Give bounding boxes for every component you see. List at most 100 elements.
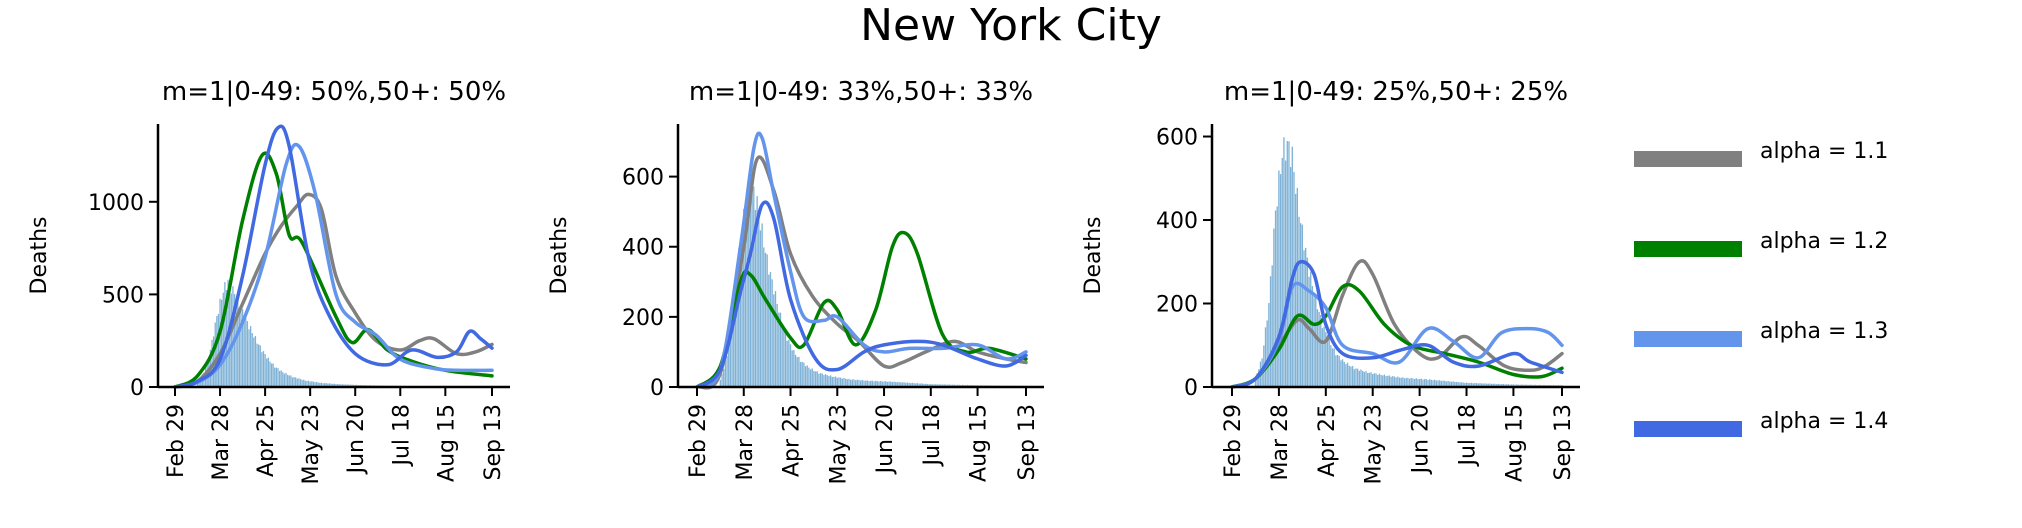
bar [933,384,935,387]
bar [1499,384,1501,387]
bar [1506,384,1508,387]
bar [803,362,805,387]
y-tick-label: 400 [622,236,664,261]
y-tick-label: 0 [130,376,144,401]
bar [860,380,862,387]
bar [1382,375,1384,387]
bar [1395,377,1397,387]
bar [789,344,792,387]
bar [754,209,757,387]
bar [259,345,261,387]
bar [288,375,290,387]
bar [873,381,875,387]
bar [844,378,847,387]
panel-title: m=1|0-49: 33%,50+: 33% [689,77,1033,107]
bar [1417,379,1419,387]
bar [1439,380,1441,387]
y-tick-label: 400 [1156,209,1198,234]
bar [883,381,885,387]
bar [1502,383,1505,387]
series-line-alpha-1-4 [173,124,494,389]
bar [1283,137,1285,387]
bar [1504,384,1506,387]
legend: alpha = 1.1 alpha = 1.2 alpha = 1.3 alpha =… [1634,139,1888,437]
bar [921,383,924,387]
bar [1353,369,1355,387]
bar [871,380,874,387]
bar [768,274,770,387]
bar [324,383,326,387]
bar [779,312,782,387]
bar [241,309,244,387]
bar [1405,377,1407,387]
bar [838,377,840,387]
bar [1418,379,1421,387]
bar [829,375,832,387]
bar [269,361,271,387]
x-tick-label: Sep 13 [481,404,506,480]
bar [910,383,912,387]
bar [1393,376,1396,387]
bar [1464,382,1466,387]
bar [816,371,818,387]
bar [799,362,802,387]
bar [1412,378,1414,387]
bar [237,294,239,387]
bar [890,381,892,387]
bar [824,374,827,387]
bar [736,274,738,387]
bar [280,370,282,387]
bar [900,382,902,387]
bar [769,271,772,387]
bar [235,300,237,387]
bar [721,373,723,387]
bar [1356,368,1359,387]
bar [299,379,302,387]
bar [848,378,850,387]
bar [920,383,922,387]
bar [1435,380,1438,387]
y-tick-label: 0 [650,376,664,401]
bar [880,380,882,387]
bar [346,384,348,387]
bar [903,382,905,387]
bar [1512,384,1515,387]
bar [794,354,797,387]
bar [841,378,843,387]
y-tick-label: 1000 [88,191,144,216]
bar [222,292,224,387]
bar [1367,372,1369,387]
bar [870,380,872,387]
bar [1298,216,1300,387]
bar [1398,377,1401,387]
bar [277,368,279,387]
bar [1315,294,1317,387]
bar [282,372,284,387]
bar [1428,379,1431,387]
bar [901,382,904,387]
bar [1450,381,1453,387]
bar [1291,146,1293,387]
series-line-alpha-1-4 [695,200,1028,389]
bar [304,380,306,387]
bar [1375,373,1377,387]
bar [749,201,752,387]
bar [1281,157,1283,387]
bar [846,379,848,387]
bar [320,382,323,387]
bar [729,322,732,387]
bar [1422,379,1424,387]
bar [863,380,865,387]
bar [1373,373,1376,387]
bar [1434,379,1436,387]
bar [1254,378,1257,387]
bar [764,252,767,387]
bar [240,309,242,387]
bar [1397,376,1399,387]
bar [333,383,335,387]
bar [1269,276,1272,387]
bar [303,379,305,387]
bar [341,384,343,387]
series-line-alpha-1-4 [1230,259,1564,389]
bar [1350,366,1352,387]
